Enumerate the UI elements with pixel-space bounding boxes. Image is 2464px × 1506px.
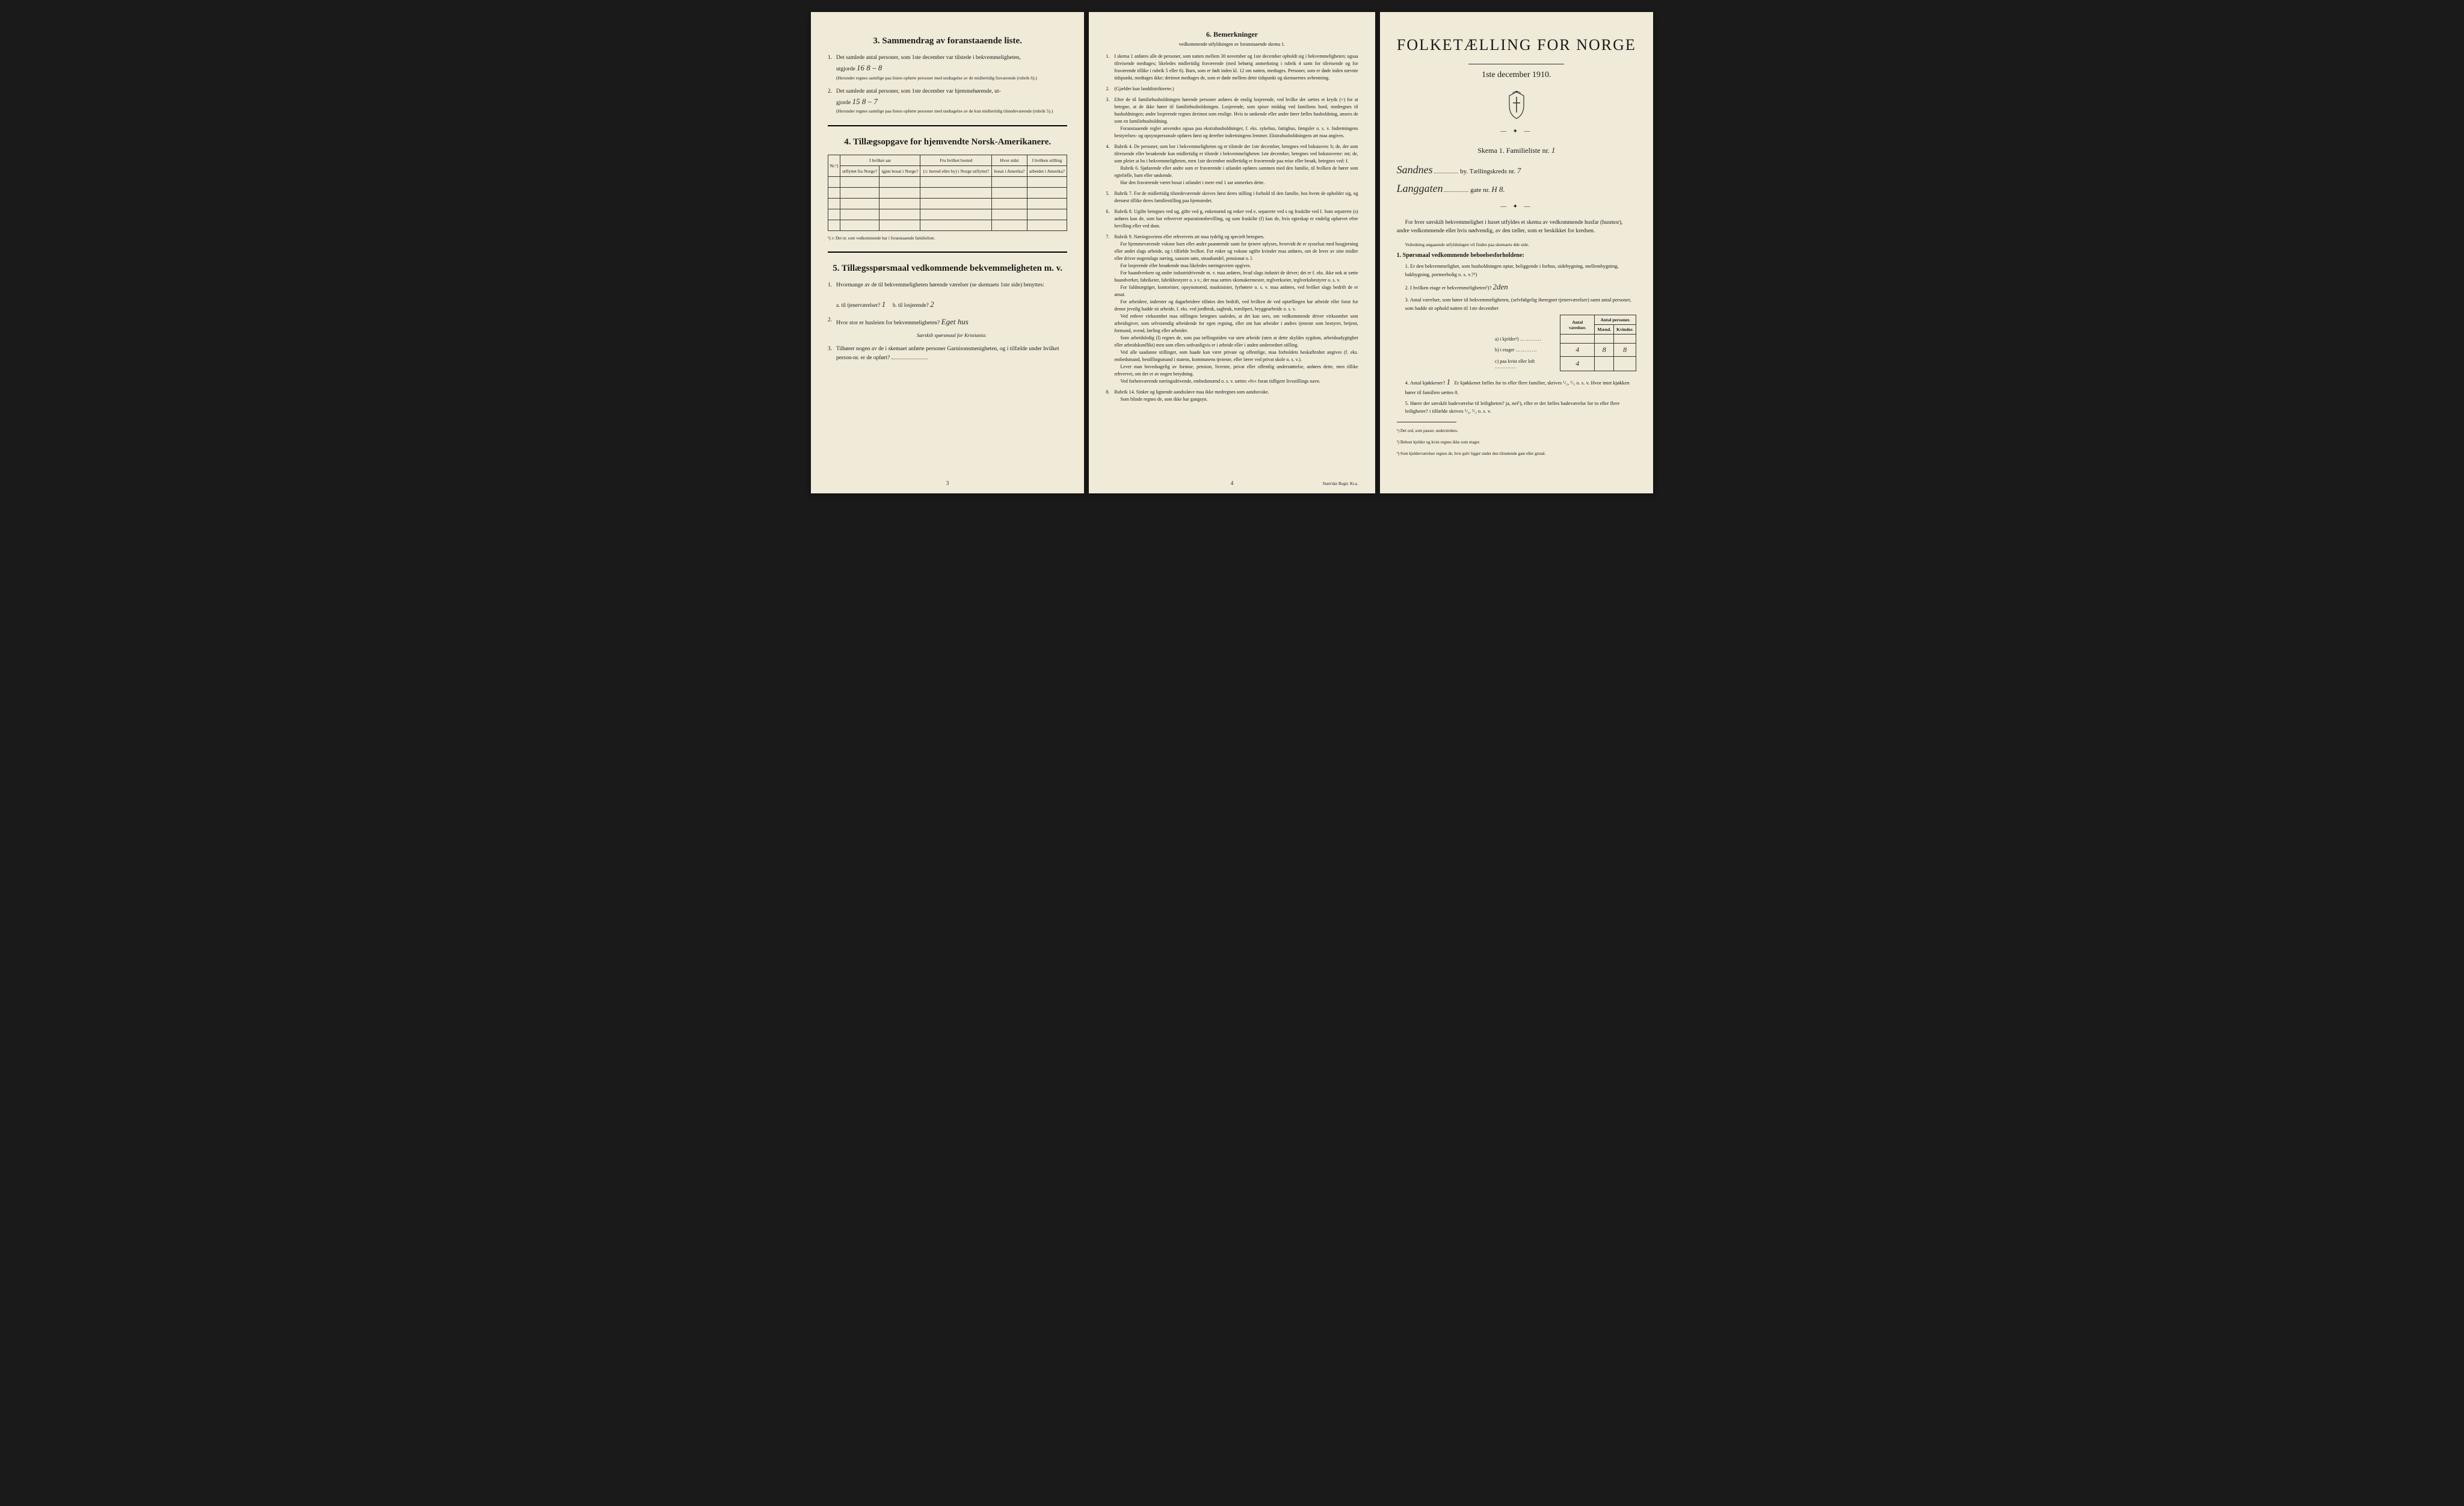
table-row (828, 188, 1067, 199)
by-value: Sandnes (1397, 164, 1433, 176)
divider (828, 252, 1067, 253)
section5-q3: 3. Tilhører nogen av de i skemaet anført… (828, 345, 1067, 362)
footnote: ³) Som kjelderværelser regnes de, hvis g… (1397, 451, 1636, 457)
kjokken-value: 1 (1447, 377, 1451, 386)
familieliste-nr: 1 (1551, 146, 1556, 155)
kreds-nr: 7 (1517, 166, 1521, 175)
bemerkning-item: 6.Rubrik 8. Ugifte betegnes ved ug, gift… (1106, 208, 1358, 230)
norsk-amerikanere-table: Nr.¹) I hvilket aar Fra hvilket bosted H… (828, 155, 1067, 231)
bemerkning-item: 2.(Gjælder kun landdistrikterne.) (1106, 85, 1358, 93)
divider (828, 125, 1067, 126)
section-3-title: 3. Sammendrag av foranstaaende liste. (828, 36, 1067, 46)
section5-q1: 1. Hvormange av de til bekvemmeligheten … (828, 281, 1067, 310)
table-row (828, 177, 1067, 188)
bemerkning-item: 4.Rubrik 4. De personer, som bor i bekve… (1106, 143, 1358, 187)
main-title: FOLKETÆLLING FOR NORGE (1397, 36, 1636, 54)
q1-heading: 1. Spørsmaal vedkommende beboelsesforhol… (1397, 252, 1636, 259)
q1b-value: 2 (930, 300, 934, 309)
table-row (828, 209, 1067, 220)
page-number: 4 (1231, 480, 1234, 486)
skema-line: Skema 1. Familieliste nr. 1 (1397, 146, 1636, 155)
item2-handwritten-value: 15 8 – 7 (852, 97, 878, 106)
bemerkning-item: 7.Rubrik 9. Næringsveiens eller erhverve… (1106, 233, 1358, 385)
table-row (828, 220, 1067, 231)
sub-q-1: 1. Er den bekvemmelighet, som husholdnin… (1397, 262, 1636, 279)
census-date: 1ste december 1910. (1397, 70, 1636, 80)
section-4-title: 4. Tillægsopgave for hjemvendte Norsk-Am… (828, 137, 1067, 147)
section4-footnote: ¹) ɔ: Det nr. som vedkommende har i fora… (828, 236, 1067, 241)
section3-item2: 2. Det samlede antal personer, som 1ste … (828, 87, 1067, 115)
sub-q-4: 4. Antal kjøkkener? 1 Er kjøkkenet fælle… (1397, 376, 1636, 397)
section-6-subtitle: vedkommende utfyldningen av foranstaaend… (1106, 42, 1358, 47)
bemerkning-item: 3.Efter de til familiehusholdningen høre… (1106, 96, 1358, 140)
printer-mark: Stæn'ske Bogtr. Kr.a. (1323, 481, 1358, 486)
intro-note: Veiledning angaaende utfyldningen vil fi… (1397, 242, 1636, 248)
q1a-value: 1 (882, 300, 886, 309)
bemerkninger-list: 1.I skema 1 anføres alle de personer, so… (1106, 53, 1358, 403)
footnote: ¹) Det ord, som passer, understrekes. (1397, 428, 1636, 434)
location-line-2: Langgaten gate nr. H 8. (1397, 182, 1636, 195)
vaerelser-table: Antal værelser. Antal personer. Mænd. Kv… (1492, 315, 1636, 371)
section3-item1: 1. Det samlede antal personer, som 1ste … (828, 54, 1067, 81)
bemerkning-item: 5.Rubrik 7. For de midlertidig tilstedev… (1106, 190, 1358, 205)
table-row: a) i kjelder³) ………… (1492, 335, 1636, 344)
gate-value: Langgaten (1397, 182, 1443, 194)
ornament: — ✦ — (1397, 128, 1636, 135)
table-row: b) i etager …………488 (1492, 344, 1636, 357)
item1-handwritten-value: 16 8 – 8 (857, 63, 882, 72)
page-3: 3. Sammendrag av foranstaaende liste. 1.… (811, 12, 1084, 493)
sub-q-3: 3. Antal værelser, som hører til bekvemm… (1397, 296, 1636, 312)
location-line-1: Sandnes by. Tællingskreds nr. 7 (1397, 164, 1636, 176)
bemerkning-item: 1.I skema 1 anføres alle de personer, so… (1106, 53, 1358, 82)
table-row: c) paa kvist eller loft …………4 (1492, 357, 1636, 371)
page-4: 6. Bemerkninger vedkommende utfyldningen… (1089, 12, 1375, 493)
footnote: ²) Beboet kjelder og kvist regnes ikke s… (1397, 440, 1636, 445)
q2-value: Eget hus (941, 317, 969, 326)
section5-q2: 2. Hvor stor er husleien for bekvemmelig… (828, 316, 1067, 339)
gate-nr: H 8. (1491, 185, 1505, 194)
intro-text: For hver særskilt bekvemmelighet i huset… (1397, 218, 1636, 236)
page-1-cover: FOLKETÆLLING FOR NORGE 1ste december 191… (1380, 12, 1653, 493)
footnotes: ¹) Det ord, som passer, understrekes. ²) … (1397, 428, 1636, 457)
section-5-title: 5. Tillægsspørsmaal vedkommende bekvemme… (828, 264, 1067, 274)
ornament: — ✦ — (1397, 203, 1636, 210)
sub-q-2: 2. I hvilken etage er bekvemmeligheten²)… (1397, 281, 1636, 294)
page-number: 3 (946, 480, 949, 486)
table-row (828, 199, 1067, 209)
sub-q-5: 5. Hører der særskilt badeværelse til le… (1397, 400, 1636, 416)
coat-of-arms-icon (1505, 91, 1529, 120)
document-container: 3. Sammendrag av foranstaaende liste. 1.… (811, 12, 1653, 493)
bemerkning-item: 8.Rubrik 14. Sinker og lignende aandsslø… (1106, 389, 1358, 403)
etage-value: 2den (1492, 282, 1508, 291)
section-6-title: 6. Bemerkninger (1106, 30, 1358, 39)
